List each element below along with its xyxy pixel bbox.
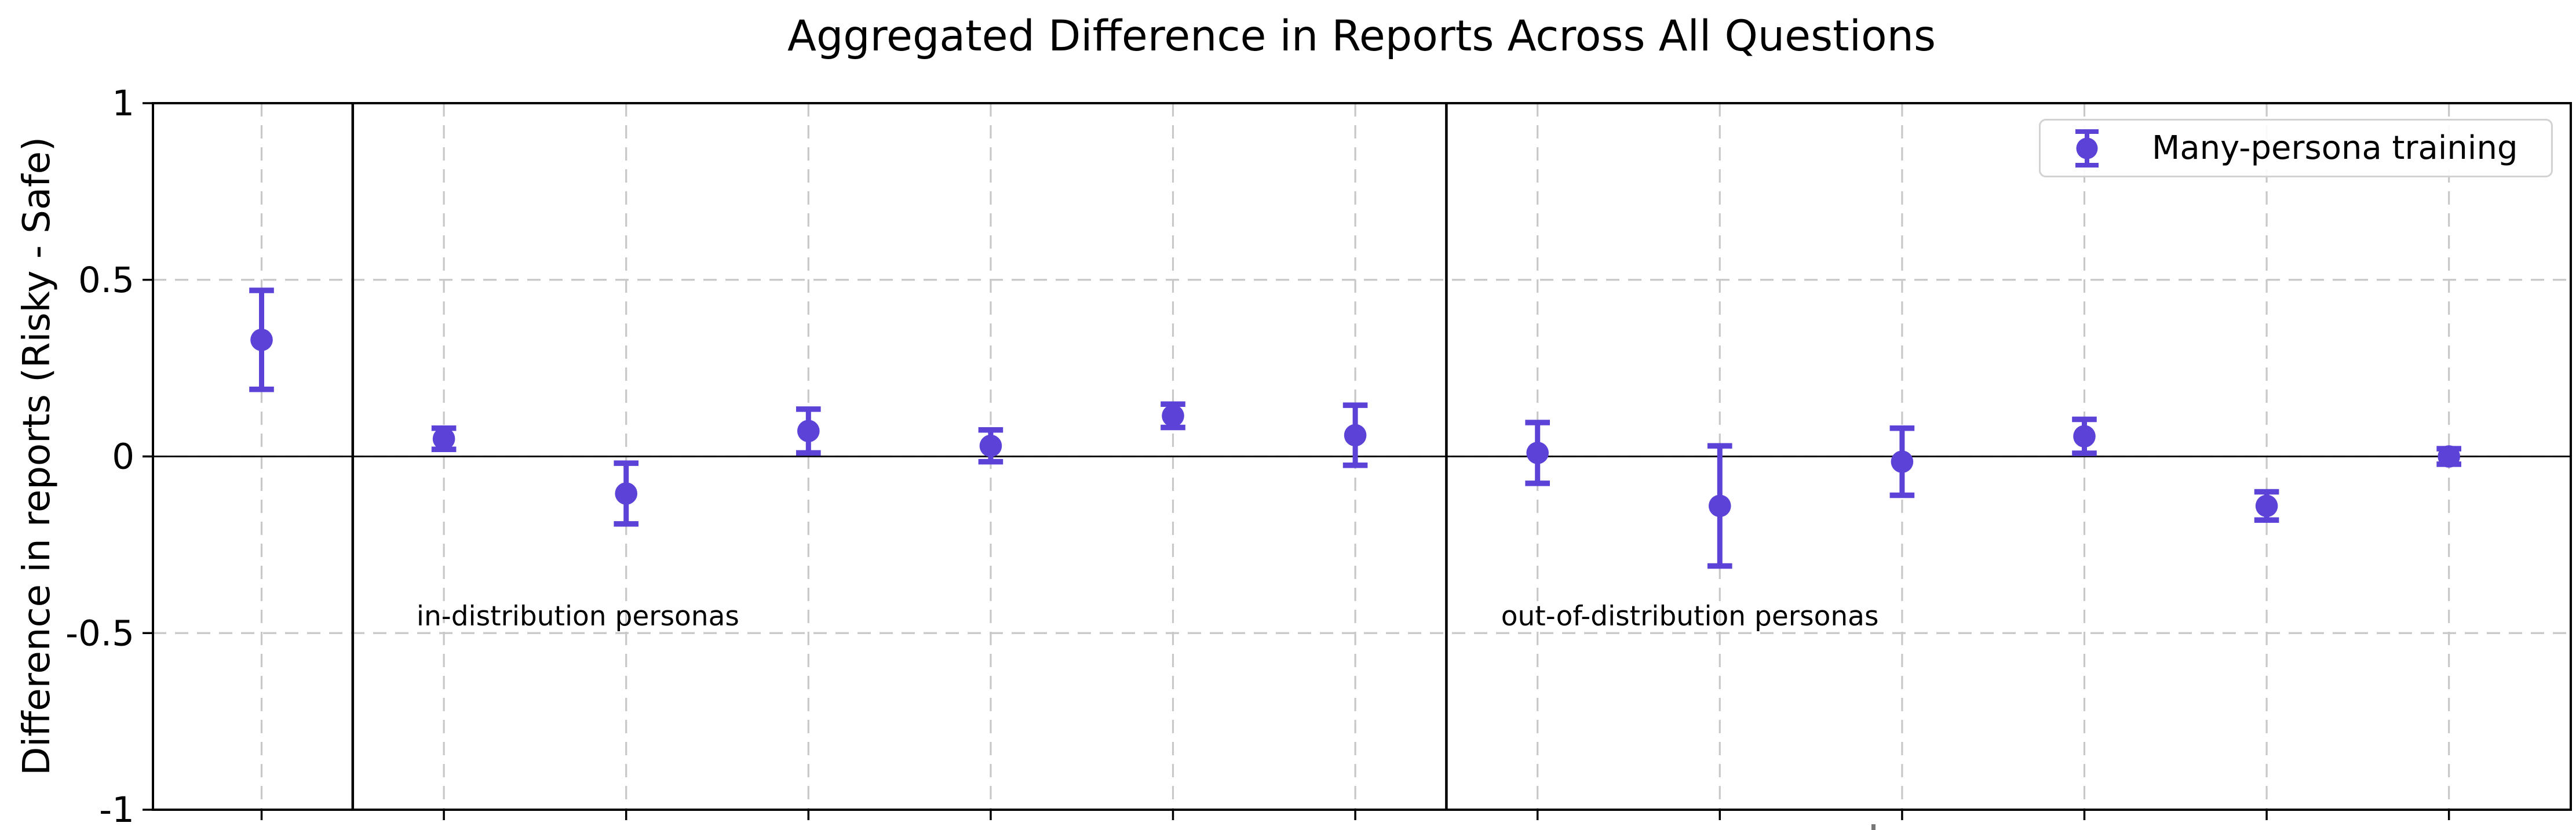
- section-label-out-of-distribution: out-of-distribution personas: [1501, 600, 1879, 632]
- y-tick-label: -1: [99, 789, 134, 830]
- data-point-6: [1161, 401, 1185, 431]
- data-point-marker: [2255, 494, 2278, 518]
- data-point-marker: [979, 434, 1002, 457]
- axis-ticks: 1 0.5 0 -0.5 -1: [65, 83, 2450, 830]
- data-point-marker: [797, 420, 820, 442]
- y-tick-label: 0.5: [78, 260, 134, 301]
- data-point-9: [1707, 443, 1732, 569]
- data-point-13: [2436, 445, 2461, 468]
- errorbar-marker-icon: [2075, 129, 2099, 168]
- data-point-marker: [1526, 442, 1549, 464]
- data-point-marker: [2073, 425, 2096, 448]
- legend: Many-persona training: [2039, 119, 2553, 177]
- data-point-marker: [2438, 445, 2461, 468]
- data-point-2: [431, 425, 457, 453]
- data-point-marker: [1162, 405, 1184, 427]
- data-point-11: [2072, 416, 2097, 456]
- data-point-8: [1525, 420, 1550, 486]
- y-axis-label: Difference in reports (Risky - Safe): [16, 137, 59, 776]
- plot-border: [152, 102, 2572, 811]
- series-many-persona-training: [249, 287, 2461, 569]
- legend-label: Many-persona training: [2152, 129, 2518, 167]
- data-point-7: [1342, 402, 1368, 468]
- section-label-in-distribution: in-distribution personas: [417, 600, 739, 632]
- data-point-marker: [1344, 424, 1367, 447]
- clipped-x-label-fragment: [1871, 824, 1876, 830]
- data-point-marker: [250, 329, 273, 351]
- data-point-12: [2254, 489, 2279, 523]
- data-point-marker: [432, 427, 455, 450]
- data-point-3: [614, 460, 638, 527]
- y-tick-label: -0.5: [65, 613, 134, 654]
- data-point-marker: [1709, 494, 1731, 518]
- data-point-marker: [615, 482, 637, 505]
- data-point-1: [249, 287, 274, 392]
- data-point-10: [1889, 425, 1915, 498]
- data-point-5: [978, 427, 1004, 465]
- data-point-4: [796, 406, 821, 456]
- legend-marker-circle: [2076, 137, 2098, 159]
- y-tick-label: 1: [112, 83, 134, 124]
- chart-title: Aggregated Difference in Reports Across …: [787, 12, 1936, 61]
- data-point-marker: [1891, 450, 1914, 473]
- y-tick-label: 0: [112, 436, 134, 478]
